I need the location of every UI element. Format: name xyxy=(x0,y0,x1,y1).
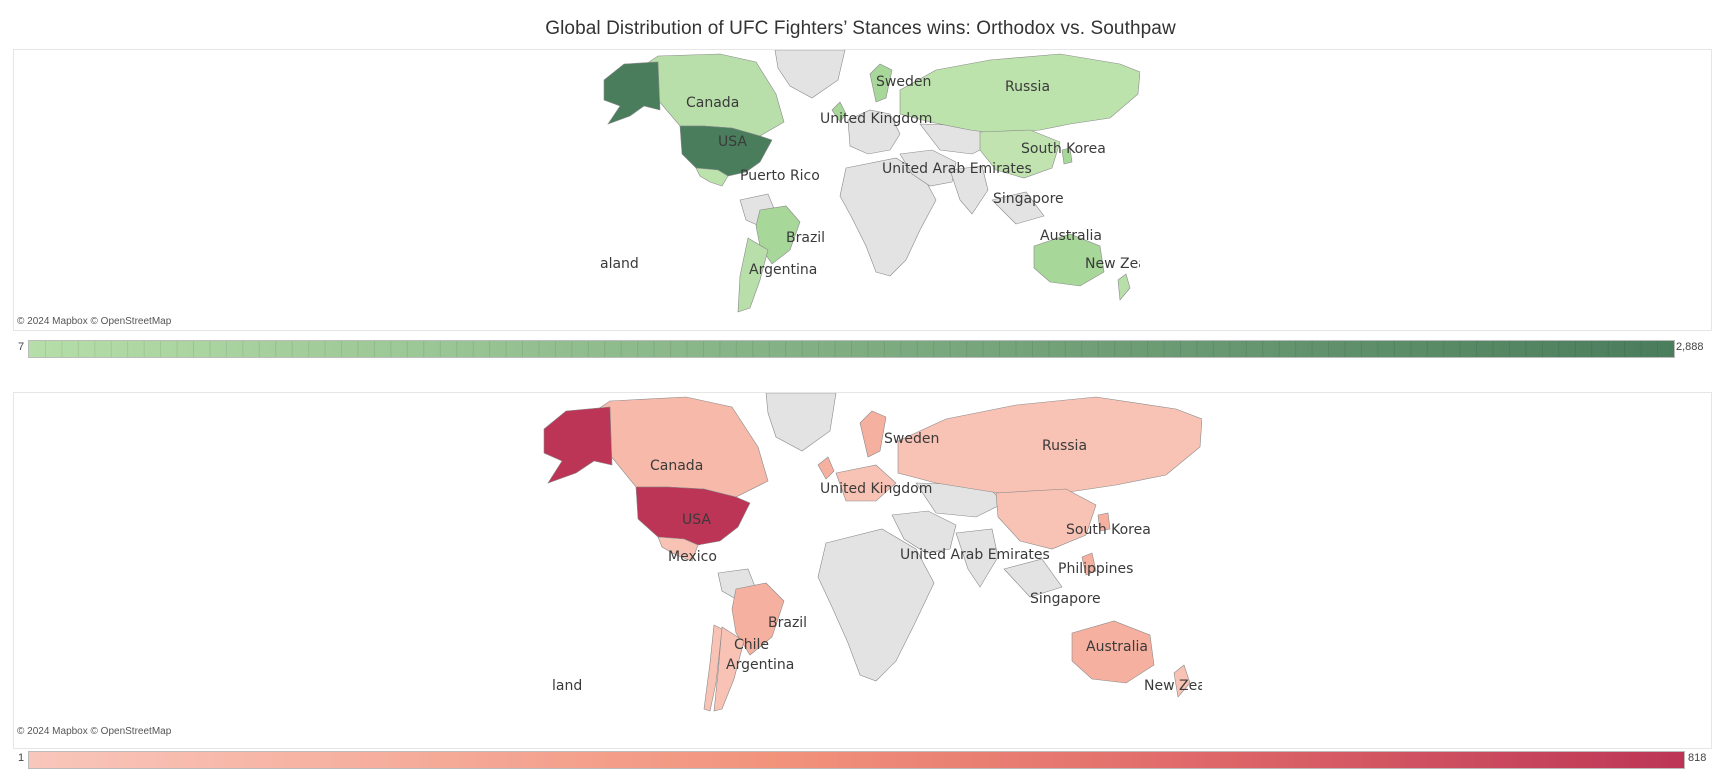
map-label-brazil: Brazil xyxy=(786,230,826,246)
south-korea-shape xyxy=(1097,512,1111,532)
mexico-shape xyxy=(695,167,729,187)
russia-shape xyxy=(897,396,1202,498)
china-shape xyxy=(979,129,1061,179)
philippines-shape xyxy=(1081,552,1097,576)
india-shape xyxy=(949,165,989,215)
india-shape xyxy=(955,528,999,588)
brazil-shape xyxy=(731,582,785,656)
southpaw-color-legend[interactable] xyxy=(28,751,1685,769)
map-label-russia: Russia xyxy=(1005,79,1051,95)
map-label-united-arab-emirates: United Arab Emirates xyxy=(882,161,1032,177)
middle-east-shape xyxy=(891,510,957,554)
map-label-brazil: Brazil xyxy=(768,615,808,631)
sweden-shape xyxy=(859,410,887,458)
map-label-united-kingdom: United Kingdom xyxy=(820,111,933,127)
new-zealand-shape xyxy=(1117,273,1131,301)
orthodox-world-map xyxy=(603,50,1140,313)
map-label-canada: Canada xyxy=(686,95,740,111)
europe-shape xyxy=(847,109,901,155)
orthodox-legend-max: 2,888 xyxy=(1676,341,1704,353)
orthodox-legend-min: 7 xyxy=(18,341,25,353)
alaska-shape xyxy=(543,406,613,484)
europe-central-shape xyxy=(835,464,897,502)
orthodox-legend-steps xyxy=(44,341,1659,357)
canada-shape xyxy=(597,396,769,498)
map-label-singapore: Singapore xyxy=(1030,591,1101,607)
argentina-shape xyxy=(737,237,769,313)
map-label-new-zealand-wrap: land xyxy=(552,678,583,694)
map-label-philippines: Philippines xyxy=(1058,561,1134,577)
southpaw-map-canvas[interactable]: Canada USA Mexico Brazil Chile Argentina… xyxy=(536,393,1202,728)
orthodox-map-canvas[interactable]: Canada USA Puerto Rico Brazil Argentina … xyxy=(600,50,1140,318)
map-label-united-arab-emirates: United Arab Emirates xyxy=(900,547,1050,563)
map-label-south-korea: South Korea xyxy=(1021,141,1106,157)
map-label-south-korea: South Korea xyxy=(1066,522,1151,538)
southpaw-legend-min: 1 xyxy=(18,752,25,764)
australia-shape xyxy=(1033,233,1105,287)
map-label-puerto-rico: Puerto Rico xyxy=(740,168,820,184)
usa-shape xyxy=(679,125,773,177)
usa-shape xyxy=(635,486,751,546)
southpaw-legend-max: 818 xyxy=(1688,752,1707,764)
map-label-united-kingdom: United Kingdom xyxy=(820,481,933,497)
map-label-singapore: Singapore xyxy=(993,191,1064,207)
map-label-new-zealand-wrap: aland xyxy=(600,256,639,272)
map-label-australia: Australia xyxy=(1040,228,1102,244)
southpaw-map-attribution: © 2024 Mapbox © OpenStreetMap xyxy=(17,726,172,737)
dashboard-title: Global Distribution of UFC Fighters’ Sta… xyxy=(545,18,1176,39)
china-shape xyxy=(995,488,1097,550)
map-label-australia: Australia xyxy=(1086,639,1148,655)
southeast-asia-shape xyxy=(1003,558,1063,598)
map-label-new-zealand: New Zea xyxy=(1144,678,1202,694)
sweden-shape xyxy=(869,63,893,103)
map-label-usa: USA xyxy=(718,134,747,150)
greenland-shape xyxy=(765,393,837,452)
new-zealand-shape xyxy=(1173,664,1191,698)
orthodox-map-attribution: © 2024 Mapbox © OpenStreetMap xyxy=(17,316,172,327)
uk-shape xyxy=(817,456,835,480)
map-label-argentina: Argentina xyxy=(726,657,795,673)
middle-east-shape xyxy=(899,149,957,187)
map-label-sweden: Sweden xyxy=(876,74,932,90)
south-korea-shape xyxy=(1061,147,1073,165)
map-label-russia: Russia xyxy=(1042,438,1088,454)
orthodox-map-panel[interactable]: Canada USA Puerto Rico Brazil Argentina … xyxy=(13,49,1712,331)
map-label-sweden: Sweden xyxy=(884,431,940,447)
map-label-argentina: Argentina xyxy=(749,262,818,278)
australia-shape xyxy=(1071,620,1155,684)
argentina-shape xyxy=(713,626,745,712)
map-label-mexico: Mexico xyxy=(668,549,717,565)
southpaw-map-panel[interactable]: Canada USA Mexico Brazil Chile Argentina… xyxy=(13,392,1712,749)
map-label-canada: Canada xyxy=(650,458,704,474)
canada-shape xyxy=(645,53,785,137)
map-label-usa: USA xyxy=(682,512,711,528)
russia-shape xyxy=(899,53,1140,135)
map-label-chile: Chile xyxy=(734,637,770,653)
mexico-shape xyxy=(657,536,699,562)
greenland-shape xyxy=(774,50,846,99)
southpaw-world-map xyxy=(543,393,1202,712)
africa-shape xyxy=(817,528,935,682)
uk-shape xyxy=(831,101,847,123)
southeast-asia-shape xyxy=(991,191,1045,225)
alaska-shape xyxy=(603,61,661,125)
orthodox-color-legend[interactable] xyxy=(28,340,1675,358)
map-label-new-zealand: New Zea xyxy=(1085,256,1140,272)
